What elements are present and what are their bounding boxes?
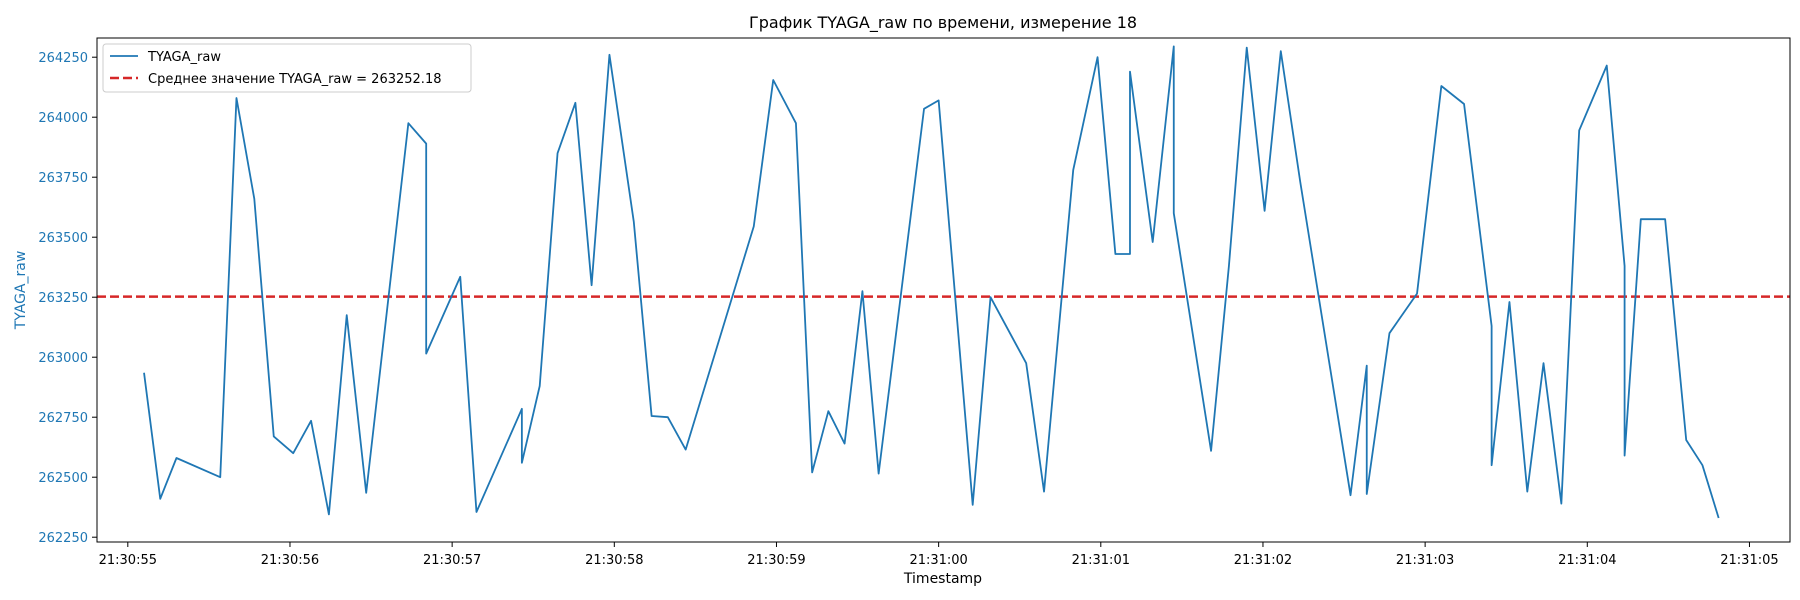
y-tick-label: 264250 — [38, 51, 88, 66]
y-tick-label: 262250 — [38, 531, 88, 546]
x-tick-label: 21:30:58 — [585, 553, 643, 568]
y-axis-title: TYAGA_raw — [13, 251, 29, 331]
plot-frame — [97, 38, 1790, 542]
x-tick-label: 21:31:03 — [1396, 553, 1454, 568]
x-axis-title: Timestamp — [903, 571, 982, 587]
x-tick-label: 21:31:02 — [1234, 553, 1292, 568]
y-tick-label: 263250 — [38, 291, 88, 306]
x-tick-label: 21:30:59 — [747, 553, 805, 568]
x-tick-label: 21:30:57 — [423, 553, 481, 568]
y-tick-label: 263500 — [38, 231, 88, 246]
legend-label-tyaga-raw: TYAGA_raw — [147, 50, 221, 65]
y-tick-label: 263750 — [38, 171, 88, 186]
y-tick-label: 264000 — [38, 111, 88, 126]
x-tick-label: 21:30:55 — [99, 553, 157, 568]
plot-border — [96, 37, 1791, 543]
legend-label-mean: Среднее значение TYAGA_raw = 263252.18 — [148, 72, 441, 87]
y-tick-label: 262500 — [38, 471, 88, 486]
y-tick-label: 262750 — [38, 411, 88, 426]
tyaga-raw-line — [143, 45, 1720, 519]
legend-box — [102, 43, 472, 93]
plot-area — [96, 37, 1791, 543]
chart-title: График TYAGA_raw по времени, измерение 1… — [749, 13, 1137, 33]
legend: TYAGA_raw Среднее значение TYAGA_raw = 2… — [102, 43, 472, 93]
x-tick-label: 21:31:00 — [909, 553, 967, 568]
x-tick-label: 21:31:05 — [1720, 553, 1778, 568]
x-tick-label: 21:30:56 — [261, 553, 319, 568]
x-tick-label: 21:31:04 — [1558, 553, 1616, 568]
y-axis: 262250 262500 262750 263000 263250 263500 2637… — [38, 51, 97, 546]
y-tick-label: 263000 — [38, 351, 88, 366]
x-tick-label: 21:31:01 — [1072, 553, 1130, 568]
x-axis: 21:30:55 21:30:56 21:30:57 21:30:58 21:30:59… — [99, 542, 1779, 568]
